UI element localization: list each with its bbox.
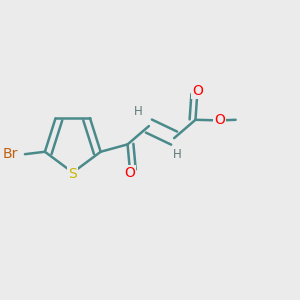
Text: S: S (68, 167, 77, 181)
Text: O: O (192, 84, 203, 98)
Text: H: H (134, 105, 143, 118)
Text: O: O (124, 166, 135, 180)
Text: O: O (214, 113, 225, 128)
Text: Br: Br (2, 147, 18, 161)
Text: H: H (173, 148, 182, 161)
